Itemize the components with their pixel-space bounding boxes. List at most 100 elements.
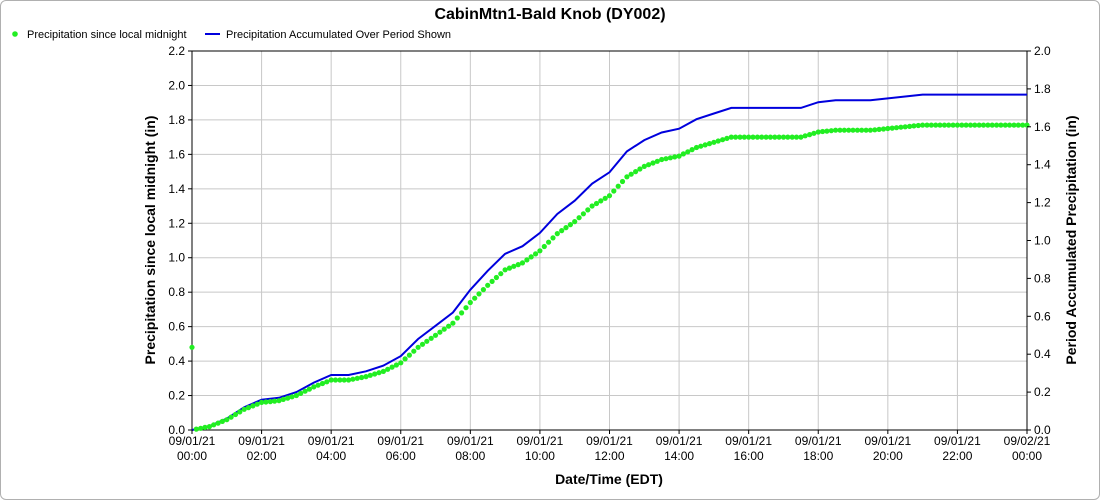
chart-title: CabinMtn1-Bald Knob (DY002) <box>434 6 665 23</box>
series-since-midnight-point <box>963 122 969 128</box>
series-since-midnight-point <box>720 137 726 143</box>
series-since-midnight-point <box>633 169 639 175</box>
series-since-midnight-point <box>567 222 574 228</box>
x-tick-label-date: 09/01/21 <box>934 434 981 448</box>
series-since-midnight-point <box>733 134 739 140</box>
series-since-midnight-point <box>280 396 286 402</box>
series-since-midnight-point <box>415 344 421 350</box>
series-since-midnight-point <box>228 414 234 420</box>
series-since-midnight-point <box>667 155 674 161</box>
series-since-midnight-point <box>498 271 504 277</box>
series-since-midnight-point <box>828 128 834 134</box>
series-since-midnight-point <box>528 254 534 260</box>
series-since-midnight-point <box>967 122 974 128</box>
series-since-midnight-point <box>989 122 995 128</box>
legend-marker-since-midnight <box>12 31 18 37</box>
series-since-midnight-point <box>476 291 482 297</box>
series-since-midnight-point <box>319 380 326 387</box>
y-tick-label: 0.4 <box>168 354 185 368</box>
series-since-midnight-point <box>419 341 426 347</box>
series-since-midnight-point <box>428 335 434 341</box>
series-since-midnight-point <box>367 372 373 378</box>
legend: Precipitation since local midnight Preci… <box>12 29 451 41</box>
series-since-midnight-point <box>302 388 308 394</box>
series-since-midnight-point <box>972 122 978 128</box>
series-since-midnight-point <box>506 265 513 271</box>
series-since-midnight-point <box>259 399 265 405</box>
x-tick-label-time: 04:00 <box>316 449 346 463</box>
series-since-midnight-point <box>833 127 839 133</box>
series-since-midnight-point <box>467 299 473 306</box>
series-since-midnight-point <box>372 371 378 377</box>
series-since-midnight-point <box>480 287 486 293</box>
series-since-midnight-point <box>189 344 195 350</box>
series-since-midnight-point <box>985 122 991 128</box>
series-since-midnight-point <box>293 392 299 399</box>
series-since-midnight-point <box>459 310 465 316</box>
series-since-midnight-point <box>711 139 717 145</box>
series-since-midnight-point <box>519 260 526 266</box>
y2-tick-label: 1.8 <box>1034 82 1051 96</box>
series-since-midnight-point <box>615 183 621 189</box>
y2-tick-label: 1.6 <box>1034 120 1051 134</box>
series-since-midnight-point <box>611 188 617 194</box>
series-since-midnight-point <box>994 122 1000 128</box>
x-tick-label-date: 09/01/21 <box>864 434 911 448</box>
series-since-midnight-point <box>698 143 704 149</box>
series-since-midnight-point <box>219 418 225 424</box>
series-since-midnight-point <box>515 262 521 268</box>
y-tick-label: 1.6 <box>168 147 185 161</box>
x-tick-label-date: 09/01/21 <box>795 434 842 448</box>
series-since-midnight-point <box>789 134 795 140</box>
series-since-midnight-point <box>354 375 360 381</box>
series-since-midnight-point <box>437 329 443 335</box>
series-since-midnight-point <box>593 200 600 207</box>
x-tick-label-date: 09/01/21 <box>517 434 564 448</box>
series-since-midnight-point <box>198 425 204 431</box>
x-tick-label-time: 02:00 <box>247 449 277 463</box>
series-since-midnight-point <box>859 127 865 133</box>
series-since-midnight-point <box>976 122 982 128</box>
y2-tick-label: 0.8 <box>1034 271 1051 285</box>
series-since-midnight-point <box>746 134 752 140</box>
series-since-midnight-point <box>524 257 530 263</box>
series-since-midnight-point <box>1020 122 1026 128</box>
series-since-midnight-point <box>959 122 965 128</box>
series-since-midnight-point <box>485 282 491 288</box>
series-since-midnight-point <box>754 134 761 140</box>
y-axis-title: Precipitation since local midnight (in) <box>142 116 158 365</box>
series-since-midnight-point <box>306 386 312 392</box>
series-since-midnight-point <box>628 171 634 177</box>
series-since-midnight-point <box>841 127 847 133</box>
series-since-midnight-point <box>450 320 456 326</box>
legend-label-accumulated: Precipitation Accumulated Over Period Sh… <box>226 29 451 41</box>
series-since-midnight-point <box>572 219 578 225</box>
series-since-midnight-point <box>824 128 830 134</box>
series-since-midnight-point <box>393 362 399 368</box>
series-since-midnight-point <box>937 122 943 128</box>
series-since-midnight-point <box>763 134 769 140</box>
series-since-midnight-point <box>328 377 334 383</box>
series-since-midnight-point <box>837 127 843 133</box>
grid-layer <box>191 50 1028 431</box>
series-since-midnight-point <box>463 305 469 311</box>
series-since-midnight-point <box>359 374 365 381</box>
x-tick-label-time: 00:00 <box>1012 449 1042 463</box>
series-since-midnight-point <box>263 399 269 405</box>
y-tick-label: 1.4 <box>168 182 185 196</box>
x-tick-label-date: 09/01/21 <box>169 434 216 448</box>
x-tick-label-time: 06:00 <box>386 449 416 463</box>
series-since-midnight-point <box>619 178 626 185</box>
series-layer <box>189 93 1030 432</box>
series-since-midnight-point <box>502 267 508 273</box>
series-since-midnight-point <box>654 158 660 164</box>
y2-tick-label: 0.0 <box>1034 423 1051 437</box>
x-tick-label-date: 09/02/21 <box>1004 434 1051 448</box>
series-since-midnight-point <box>250 403 256 409</box>
series-since-midnight-point <box>863 127 869 133</box>
series-since-midnight-point <box>637 166 643 172</box>
x-tick-label-time: 12:00 <box>594 449 624 463</box>
x-tick-label-time: 22:00 <box>942 449 972 463</box>
series-since-midnight-point <box>606 193 613 199</box>
series-since-midnight-point <box>867 127 874 133</box>
